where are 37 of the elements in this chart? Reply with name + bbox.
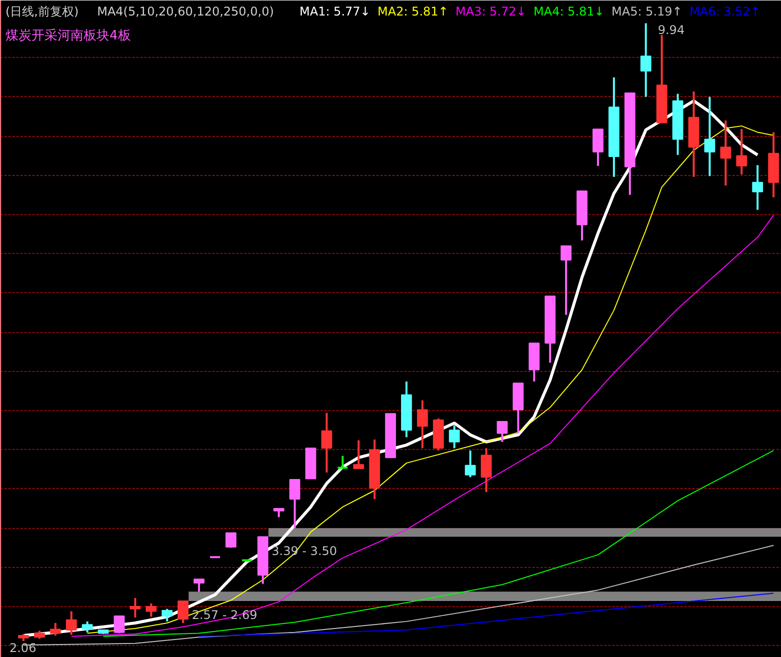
- candlestick: [114, 614, 125, 634]
- candlestick: [640, 22, 652, 98]
- candlestick: [480, 447, 492, 494]
- candlestick: [752, 164, 764, 211]
- candlestick: [146, 602, 157, 618]
- text: MA4: 5.81↓: [534, 4, 604, 18]
- text: MA6: 3.52↑: [690, 4, 760, 18]
- annotation: 煤炭开采河南板块4板: [6, 28, 131, 44]
- candlestick: [720, 119, 732, 187]
- text: MA2: 5.81↑: [378, 4, 448, 18]
- annotation: 2.06: [9, 641, 36, 656]
- candlestick: [82, 620, 93, 634]
- text: MA5: 5.19↑: [612, 4, 682, 18]
- candlestick: [736, 128, 748, 176]
- candlestick: [416, 399, 428, 450]
- candlestick: [336, 455, 349, 469]
- candlestick: [592, 128, 604, 167]
- candlestick: [464, 450, 476, 478]
- candlestick: [560, 244, 572, 316]
- candlestick: [353, 439, 364, 470]
- text: MA1: 5.77↓: [300, 4, 370, 18]
- text: MA3: 5.72↓: [456, 4, 526, 18]
- candlestick: [50, 622, 61, 637]
- candlestick: [704, 96, 716, 178]
- candlestick: [130, 596, 141, 619]
- candlestick: [178, 600, 189, 624]
- candlestick: [162, 608, 173, 622]
- candlestick: [225, 532, 236, 549]
- candlestick: [448, 424, 460, 450]
- candlestick: [66, 610, 77, 636]
- candlestick: [289, 478, 300, 530]
- annotation: 9.94: [658, 23, 685, 38]
- candlestick: [496, 420, 508, 443]
- chart-title: (日线,前复权): [6, 4, 79, 18]
- legend-title: MA4(5,10,20,60,120,250,0,0): [97, 4, 274, 18]
- candlestick: [194, 578, 204, 593]
- candlestick: [321, 412, 332, 474]
